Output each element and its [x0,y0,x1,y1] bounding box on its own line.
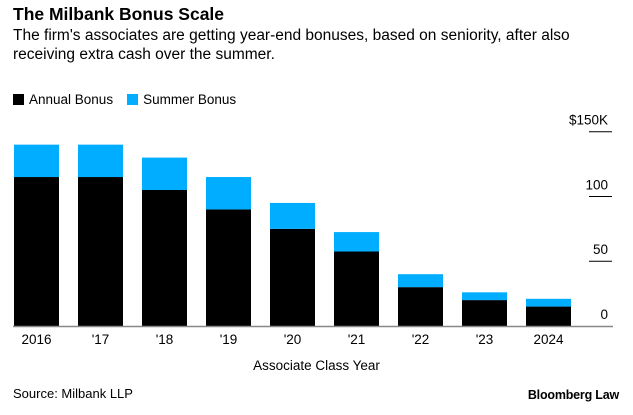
x-tick-label: '23 [476,332,494,347]
x-tick-label: '18 [156,332,174,347]
y-tick-label: $150K [569,113,608,128]
legend-item-annual: Annual Bonus [13,92,113,107]
bar-annual [270,228,315,326]
x-tick-label: '19 [220,332,238,347]
bar-summer [334,232,379,252]
bar-summer [142,157,187,190]
legend-swatch-annual [13,94,24,105]
x-tick-label: 2016 [21,332,51,347]
bar-annual [462,300,507,326]
bar-summer [526,298,571,307]
x-tick-label: '17 [92,332,110,347]
bar-summer [398,274,443,288]
legend-label-annual: Annual Bonus [29,92,114,107]
bloomberg-law-logo: Bloomberg Law [527,388,619,402]
bar-annual [142,189,187,326]
x-tick-label: '20 [284,332,302,347]
bar-summer [206,177,251,210]
bar-annual [526,306,571,326]
y-tick-label: 100 [585,177,608,192]
source-note: Source: Milbank LLP [13,386,133,401]
bar-annual [334,251,379,326]
legend-item-summer: Summer Bonus [127,92,236,107]
bar-summer [462,292,507,301]
x-tick-label: '22 [412,332,430,347]
y-tick-label: 50 [593,242,608,257]
bar-annual [206,209,251,326]
x-tick-label: 2024 [533,332,564,347]
legend-swatch-summer [127,94,139,105]
x-axis-title: Associate Class Year [253,358,380,373]
legend-label-summer: Summer Bonus [143,92,237,107]
chart-title: The Milbank Bonus Scale [13,4,225,24]
bar-summer [78,144,123,178]
legend: Annual Bonus Summer Bonus [13,92,236,107]
y-tick-label: 0 [600,307,608,322]
bar-summer [270,202,315,229]
bar-annual [14,177,59,326]
bar-annual [398,287,443,326]
chart-subtitle: The firm's associates are getting year-e… [13,27,570,63]
bar-annual [78,177,123,326]
bar-summer [14,144,59,178]
x-tick-label: '21 [348,332,366,347]
